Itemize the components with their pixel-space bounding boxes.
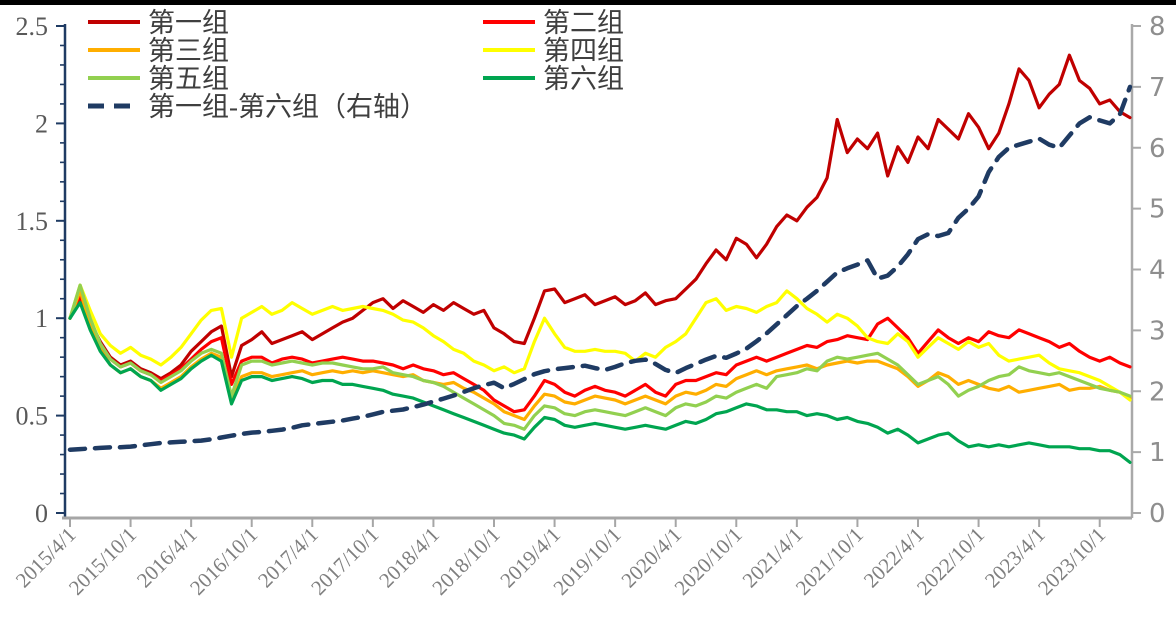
series-line-7 xyxy=(67,84,1133,452)
x-tick-label-group: 2018/10/1 xyxy=(427,523,504,600)
x-tick-label-group: 2017/10/1 xyxy=(306,523,383,600)
legend-item-第六组: 第六组 xyxy=(483,64,624,94)
x-tick-label: 2021/10/1 xyxy=(791,523,868,600)
y-axis-left-label: 2 xyxy=(35,109,48,138)
y-axis-right-label: 5 xyxy=(1149,195,1166,225)
y-axis-left-label: 0.5 xyxy=(16,402,49,431)
y-axis-right-label: 8 xyxy=(1149,12,1166,42)
y-axis-left-label: 0 xyxy=(35,499,48,528)
top-border-line xyxy=(0,0,1176,5)
y-axis-left-label: 1.5 xyxy=(16,207,49,236)
y-axis-right-label: 1 xyxy=(1149,438,1166,468)
x-tick-label: 2016/10/1 xyxy=(185,523,262,600)
y-axis-right-label: 3 xyxy=(1149,316,1166,346)
y-axis-left-label: 1 xyxy=(35,304,48,333)
x-tick-label: 2020/10/1 xyxy=(670,523,747,600)
legend-label: 第一组 xyxy=(148,8,229,38)
legend-item-第五组: 第五组 xyxy=(88,64,229,94)
series-line-3 xyxy=(68,289,1132,422)
legend-label: 第三组 xyxy=(148,36,229,66)
x-tick-label-group: 2022/10/1 xyxy=(912,523,989,600)
x-tick-label: 2017/10/1 xyxy=(306,523,383,600)
series-line-1 xyxy=(68,53,1132,381)
x-tick-label: 2015/10/1 xyxy=(64,523,141,600)
x-tick-label: 2019/10/1 xyxy=(548,523,625,600)
legend-item-第一组-第六组（右轴）: 第一组-第六组（右轴） xyxy=(88,92,427,122)
legend-item-第三组: 第三组 xyxy=(88,36,229,66)
x-tick-label-group: 2019/10/1 xyxy=(548,523,625,600)
legend-label: 第五组 xyxy=(148,64,229,94)
x-tick-label: 2022/10/1 xyxy=(912,523,989,600)
y-axis-right-label: 6 xyxy=(1149,134,1166,164)
x-tick-label-group: 2021/10/1 xyxy=(791,523,868,600)
x-tick-label-group: 2023/10/1 xyxy=(1033,523,1110,600)
y-axis-right-label: 4 xyxy=(1149,256,1166,286)
legend-item-第一组: 第一组 xyxy=(88,8,229,38)
y-axis-left-label: 2.5 xyxy=(16,12,49,41)
legend-label: 第六组 xyxy=(543,64,624,94)
x-tick-label-group: 2020/10/1 xyxy=(670,523,747,600)
x-tick-label-group: 2016/10/1 xyxy=(185,523,262,600)
legend-label: 第四组 xyxy=(543,36,624,66)
legend-label: 第二组 xyxy=(543,8,624,38)
legend-label: 第一组-第六组（右轴） xyxy=(148,92,427,122)
x-tick-label-group: 2015/10/1 xyxy=(64,523,141,600)
series-line-6 xyxy=(68,301,1132,464)
y-axis-right-label: 0 xyxy=(1149,499,1166,529)
series-line-4 xyxy=(68,283,1132,402)
legend-item-第四组: 第四组 xyxy=(483,36,624,66)
series-line-5 xyxy=(68,283,1132,431)
series-line-2 xyxy=(68,297,1132,414)
y-axis-right-label: 7 xyxy=(1149,73,1166,103)
legend-item-第二组: 第二组 xyxy=(483,8,624,38)
x-tick-label: 2018/10/1 xyxy=(427,523,504,600)
y-axis-right-label: 2 xyxy=(1149,377,1166,407)
x-tick-label: 2023/10/1 xyxy=(1033,523,1110,600)
